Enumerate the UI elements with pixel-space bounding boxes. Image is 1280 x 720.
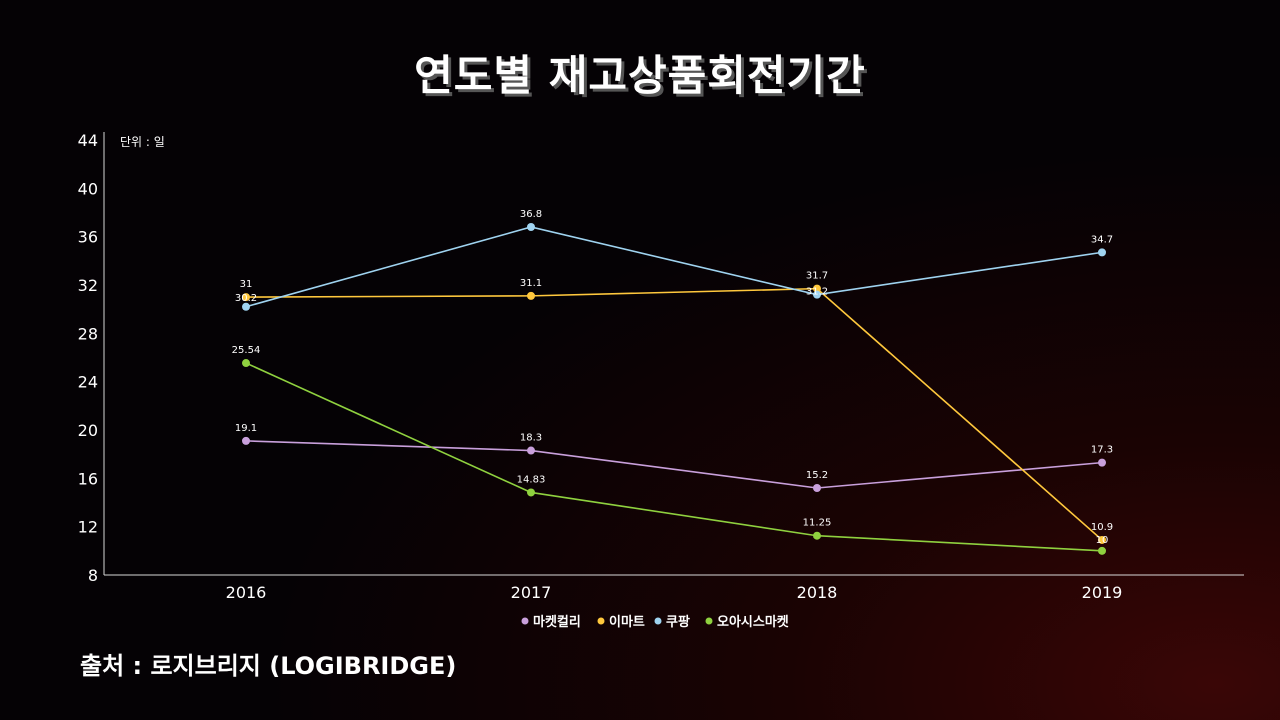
y-tick-label: 16 [78,469,98,488]
data-point [813,531,821,540]
y-tick-label: 8 [88,566,98,585]
series-line [245,226,1103,308]
x-tick-label: 2019 [1082,583,1123,602]
data-point [813,484,821,492]
data-label: 11.25 [803,518,832,529]
data-point [1098,546,1106,555]
data-label: 19.1 [235,423,257,434]
y-tick-label: 44 [78,131,98,150]
data-point [1098,458,1106,467]
y-tick-label: 28 [78,324,98,343]
data-label: 17.3 [1091,445,1113,456]
data-point [813,284,821,293]
series-lines [245,226,1103,552]
data-point [242,302,250,311]
data-label: 36.8 [520,209,542,220]
data-label: 31.1 [520,278,542,289]
legend-marker [597,617,605,625]
data-point [813,290,821,299]
legend-label: 쿠팡 [666,614,690,630]
data-label: 34.7 [1091,234,1113,245]
data-label: 10.9 [1091,522,1113,533]
legend-label: 마켓컬리 [533,614,581,630]
x-tick-label: 2016 [226,583,267,602]
data-point [527,291,535,300]
data-point [527,446,535,455]
series-points [242,223,1106,555]
legend-marker [654,617,662,625]
chart-axes: 8 12 16 20 24 28 32 36 40 44 2016 2017 2018 2019 단위 : … [78,131,1244,602]
y-tick-label: 40 [78,179,98,198]
x-tick-label: 2017 [511,583,552,602]
series-line [245,287,1103,541]
chart-legend: 마켓컬리 이마트 쿠팡 오아시스마켓 [521,614,789,630]
data-point [242,436,250,445]
legend-marker [705,617,713,625]
data-label: 18.3 [520,433,542,444]
source-caption: 출처 : 로지브리지 (LOGIBRIDGE) [80,652,457,680]
x-tick-label: 2018 [797,583,838,602]
data-label: 30.2 [235,293,257,304]
data-point [1098,535,1106,544]
data-label: 31 [240,279,253,290]
data-label: 31.7 [806,271,828,282]
data-point [242,359,250,368]
data-label: 15.2 [806,470,828,481]
legend-label: 오아시스마켓 [717,614,789,630]
series-line [245,440,1103,489]
y-tick-label: 20 [78,421,98,440]
series-line [245,362,1103,552]
legend-label: 이마트 [609,614,645,630]
legend-marker [521,617,529,625]
chart-title: 연도별 재고상품회전기간 [414,51,866,100]
y-tick-label: 32 [78,276,98,295]
data-label: 25.54 [232,345,261,356]
data-point [527,488,535,497]
data-label: 10 [1096,535,1109,546]
unit-label: 단위 : 일 [120,135,165,149]
y-tick-label: 36 [78,228,98,247]
data-labels: 19.1 18.3 15.2 17.3 31 31.1 31.7 10.9 30.2 36.8 31… [232,209,1113,546]
y-tick-label: 24 [78,373,98,392]
data-point [527,223,535,231]
data-label: 31.2 [806,287,828,298]
data-point [1098,248,1106,257]
data-point [242,293,250,302]
y-tick-label: 12 [78,518,98,537]
data-label: 14.83 [517,474,546,485]
